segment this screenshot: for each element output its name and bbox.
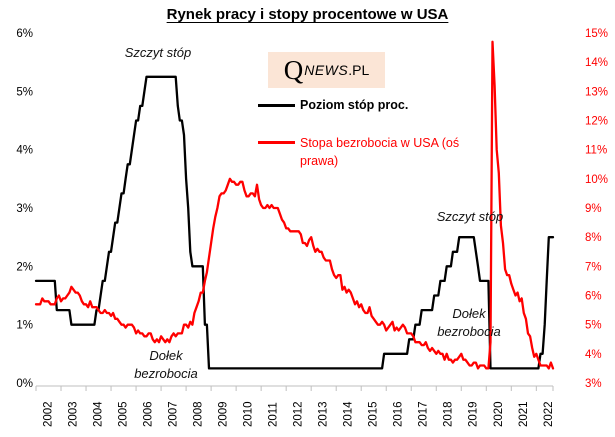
right-axis-tick-label: 5% bbox=[585, 320, 602, 332]
rate-line bbox=[34, 75, 555, 370]
left-axis-tick-label: 5% bbox=[16, 86, 33, 98]
right-axis-tick-label: 13% bbox=[585, 86, 608, 98]
annotation-unemployment-trough-2019: Dołek bezrobocia bbox=[437, 306, 501, 339]
x-tick-label: 2005 bbox=[118, 401, 130, 427]
qnews-logo-q: Q bbox=[283, 54, 304, 85]
chart-title-text: Rynek pracy i stopy procentowe w USA bbox=[166, 6, 449, 23]
unemployment-line-swatch bbox=[258, 141, 295, 144]
qnews-logo-news: NEWS bbox=[304, 62, 349, 78]
qnews-logo-pl: .PL bbox=[348, 62, 370, 78]
x-tick-label: 2004 bbox=[93, 401, 105, 427]
x-tick-label: 2009 bbox=[218, 401, 230, 427]
x-tick-label: 2016 bbox=[393, 401, 405, 427]
left-axis-tick-label: 2% bbox=[16, 261, 33, 273]
right-axis-tick-label: 8% bbox=[585, 232, 602, 244]
right-axis-tick-label: 9% bbox=[585, 203, 602, 215]
chart-title: Rynek pracy i stopy procentowe w USA bbox=[0, 6, 615, 23]
right-axis-tick-label: 6% bbox=[585, 291, 602, 303]
legend-unemployment-label: Stopa bezrobocia w USA (oś prawa) bbox=[300, 136, 460, 168]
x-tick-label: 2007 bbox=[168, 401, 180, 427]
right-axis-tick-label: 3% bbox=[585, 378, 602, 390]
legend-rate-label: Poziom stóp proc. bbox=[300, 98, 409, 112]
right-axis-tick-label: 12% bbox=[585, 116, 608, 128]
left-axis-tick-label: 4% bbox=[16, 145, 33, 157]
x-tick-label: 2011 bbox=[268, 402, 280, 427]
x-tick-label: 2006 bbox=[143, 401, 155, 427]
left-axis-tick-label: 3% bbox=[16, 203, 33, 215]
left-axis-tick-label: 6% bbox=[16, 28, 33, 40]
annotation-rate-peak-2019: Szczyt stóp bbox=[436, 209, 504, 224]
right-axis-tick-label: 14% bbox=[585, 57, 608, 69]
x-tick-label: 2019 bbox=[468, 401, 480, 427]
x-tick-label: 2010 bbox=[243, 401, 255, 427]
x-tick-label: 2012 bbox=[293, 401, 305, 427]
x-tick-label: 2022 bbox=[543, 401, 555, 427]
x-tick-label: 2014 bbox=[343, 401, 355, 427]
x-tick-label: 2017 bbox=[418, 401, 430, 427]
left-axis-tick-label: 1% bbox=[16, 320, 33, 332]
left-axis-tick-label: 0% bbox=[16, 378, 33, 390]
legend-item-unemployment: Stopa bezrobocia w USA (oś prawa) bbox=[258, 135, 478, 170]
right-axis-tick-label: 11% bbox=[585, 145, 607, 157]
x-tick-label: 2013 bbox=[318, 401, 330, 427]
x-tick-label: 2018 bbox=[443, 401, 455, 427]
legend-item-rate: Poziom stóp proc. bbox=[258, 98, 408, 112]
x-tick-label: 2003 bbox=[68, 401, 80, 427]
annotation-rate-peak-2006: Szczyt stóp bbox=[124, 45, 192, 60]
right-axis-tick-label: 4% bbox=[585, 349, 602, 361]
rate-line-swatch bbox=[258, 104, 295, 107]
right-axis-tick-label: 15% bbox=[585, 28, 608, 40]
unemployment-line bbox=[34, 40, 555, 370]
right-axis-tick-label: 7% bbox=[585, 261, 602, 273]
right-axis-tick-label: 10% bbox=[585, 174, 608, 186]
annotation-unemployment-trough-2007: Dołek bezrobocia bbox=[134, 348, 198, 381]
x-tick-label: 2008 bbox=[193, 401, 205, 427]
x-tick-label: 2002 bbox=[43, 401, 55, 427]
x-tick-label: 2015 bbox=[368, 401, 380, 427]
x-tick-label: 2020 bbox=[493, 401, 505, 427]
x-tick-label: 2021 bbox=[518, 401, 530, 427]
qnews-logo: Q NEWS .PL bbox=[268, 52, 385, 88]
